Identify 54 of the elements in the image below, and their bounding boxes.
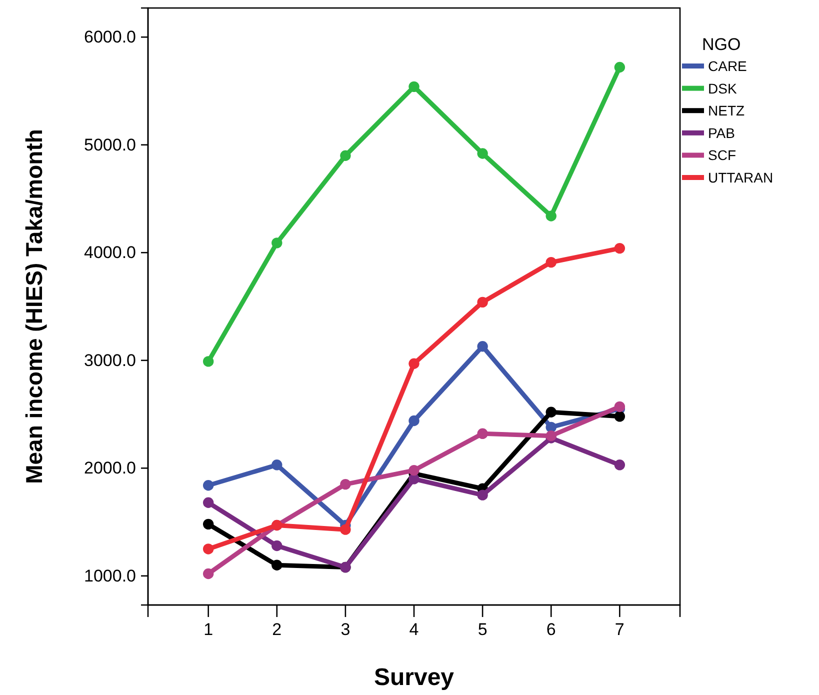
x-tick-label: 6 [546,620,556,640]
y-tick-label: 3000.0 [84,350,136,370]
point [408,464,420,476]
point [272,460,282,470]
x-tick-label: 1 [204,620,214,640]
point [614,242,626,254]
point [408,81,420,92]
point [272,560,282,570]
x-axis-title: Survey [374,664,455,691]
point [546,256,556,268]
point [546,430,556,442]
legend-label: SCF [708,147,736,164]
y-tick-label: 2000.0 [84,458,136,478]
point [272,540,282,552]
legend-label: NETZ [708,102,745,119]
point [477,341,488,352]
point [477,296,488,308]
point [614,401,626,412]
point [202,544,214,554]
point [272,238,282,248]
point [202,480,214,491]
point [202,497,214,508]
point [202,568,214,580]
point [340,524,351,535]
x-tick-label: 5 [478,620,488,640]
x-tick-label: 4 [409,620,419,640]
x-tick-label: 2 [272,620,282,640]
point [340,150,351,161]
point [340,478,351,490]
point [477,428,488,439]
point [408,474,420,484]
point [614,62,626,73]
point [614,411,626,422]
legend-label: PAB [708,124,735,141]
y-tick-label: 6000.0 [84,28,136,47]
y-tick-label: 4000.0 [84,243,136,262]
point [546,210,556,222]
y-tick-label: 1000.0 [84,566,136,586]
point [202,518,214,530]
point [202,356,214,367]
legend-label: DSK [708,80,738,96]
point [614,460,626,470]
point [477,490,488,500]
x-tick-label: 7 [614,620,624,640]
y-axis-title: Mean income (HIES) Taka/month [21,129,47,484]
point [408,415,420,426]
legend-title: NGO [702,35,741,54]
y-tick-label: 5000.0 [84,135,136,154]
legend-label: CARE [708,58,747,74]
x-tick-label: 3 [340,620,350,640]
point [546,406,556,418]
legend-label: UTTARAN [708,170,774,186]
point [408,358,420,369]
point [477,148,488,159]
